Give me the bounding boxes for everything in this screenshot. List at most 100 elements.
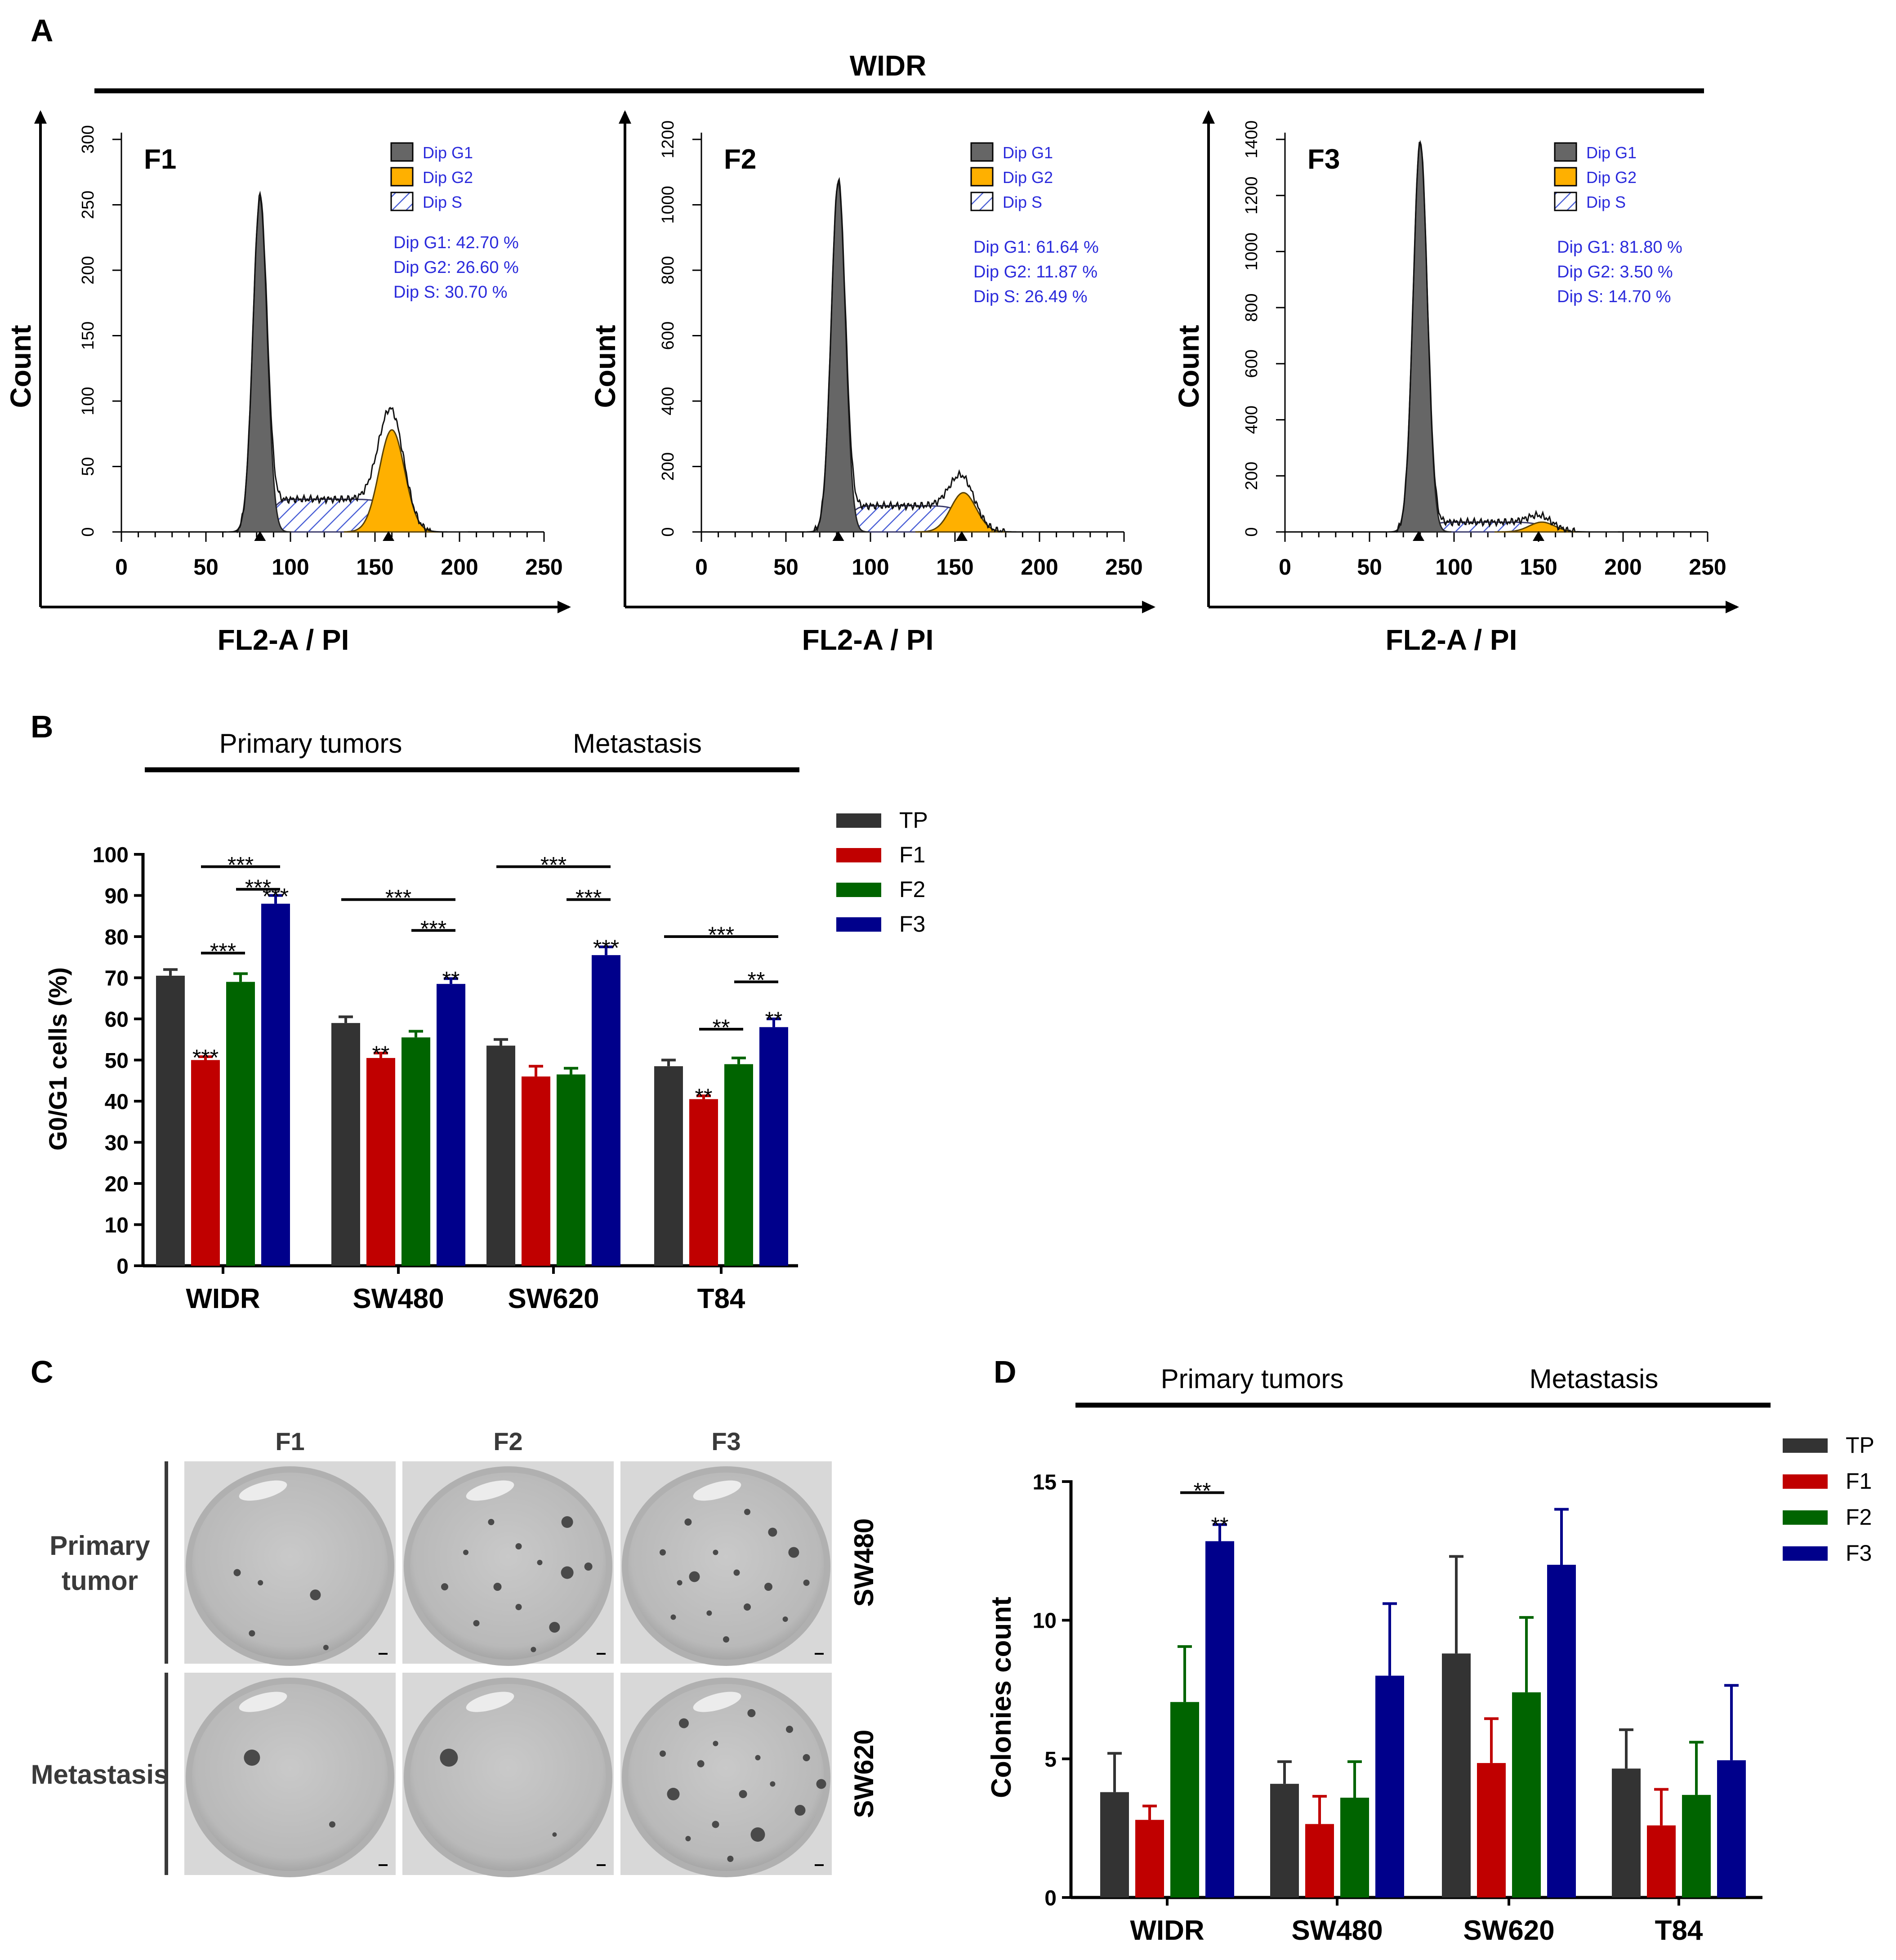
group-label: Metastasis: [1530, 1364, 1659, 1394]
legend-label: Dip G2: [423, 168, 473, 187]
colony: [440, 1749, 458, 1767]
bar-f3-sw480: [437, 984, 465, 1266]
bar-f2-sw480: [1340, 1798, 1369, 1897]
bar-f2-widr: [226, 982, 255, 1266]
y-tick-label: 100: [93, 843, 129, 867]
y-tick-label: 20: [105, 1172, 129, 1196]
legend-label: Dip S: [1003, 193, 1042, 211]
bracket-stars: **: [748, 968, 765, 993]
peak-marker: [1413, 531, 1425, 541]
bar-f2-sw620: [557, 1074, 585, 1266]
plate-image: [402, 1673, 614, 1877]
colony: [660, 1750, 666, 1757]
bar-f1-t84: [689, 1099, 718, 1266]
colony: [713, 1741, 718, 1746]
legend-label: Dip S: [1586, 193, 1626, 211]
y-tick-label: 0: [659, 527, 678, 536]
y-axis-title: Count: [589, 325, 621, 408]
y-tick-label: 600: [659, 321, 678, 350]
colony: [697, 1760, 705, 1768]
plot-label: F3: [1307, 144, 1340, 175]
group-label: Primary tumors: [1161, 1364, 1344, 1394]
legend-swatch: [390, 167, 414, 187]
legend-swatch: [1554, 192, 1577, 211]
stat-label: Dip S: 30.70 %: [393, 283, 507, 302]
histogram-f3: 0 200 400 600 800 1000 1200 1400 0 50 100 150 200 250…: [1173, 110, 1739, 656]
legend-swatch: [390, 192, 414, 211]
y-tick-label: 300: [79, 125, 98, 153]
legend-swatch-tp: [1783, 1438, 1828, 1453]
bar-f1-t84: [1647, 1825, 1676, 1897]
bracket-stars: ***: [420, 916, 446, 941]
y-axis-arrow: [1202, 110, 1215, 124]
category-label: T84: [1655, 1915, 1703, 1946]
colony: [764, 1583, 772, 1591]
bracket-stars: ***: [245, 875, 271, 900]
significance-stars: **: [695, 1084, 713, 1109]
x-tick-label: 200: [1604, 554, 1642, 580]
colony: [441, 1583, 448, 1590]
row-label: Primary: [49, 1531, 150, 1561]
bar-tp-sw620: [1442, 1653, 1471, 1897]
colony: [515, 1604, 522, 1610]
colony: [727, 1856, 734, 1862]
legend-label: F2: [1846, 1505, 1872, 1530]
significance-stars: **: [372, 1041, 390, 1067]
stat-label: Dip G2: 3.50 %: [1557, 263, 1673, 281]
x-tick-label: 50: [193, 554, 219, 580]
plate-well: [628, 1684, 824, 1871]
category-label: SW620: [1463, 1915, 1554, 1946]
colony: [685, 1836, 691, 1841]
bar-f1-sw480: [1305, 1824, 1334, 1897]
y-tick-label: 30: [105, 1131, 129, 1155]
legend-label: F3: [1846, 1540, 1872, 1566]
x-axis-arrow: [1142, 601, 1155, 613]
y-tick-label: 400: [659, 387, 678, 415]
bar-f3-sw620: [592, 955, 620, 1266]
stat-label: Dip G1: 61.64 %: [973, 238, 1099, 257]
x-tick-label: 150: [1520, 554, 1557, 580]
y-tick-label: 200: [659, 452, 678, 481]
colony: [750, 1827, 765, 1842]
x-tick-label: 0: [695, 554, 708, 580]
x-tick-label: 100: [852, 554, 889, 580]
colony: [706, 1610, 712, 1616]
colony: [561, 1516, 573, 1528]
panel-d-letter: D: [994, 1354, 1017, 1389]
plate-image: [184, 1461, 396, 1666]
bar-f2-t84: [1682, 1795, 1711, 1897]
category-label: WIDR: [1130, 1915, 1204, 1946]
colony: [660, 1549, 666, 1556]
legend-swatch: [970, 192, 994, 211]
bar-tp-t84: [654, 1066, 683, 1266]
peak-marker: [383, 531, 395, 541]
plate-well: [192, 1684, 388, 1871]
y-axis-arrow: [34, 110, 47, 124]
panel-b-bar-chart: 0 10 20 30 40 50 60 70 80 90 100 G0/G1 cells (%) WID…: [44, 728, 928, 1314]
y-tick-label: 200: [79, 256, 98, 284]
row-cell-line: SW620: [849, 1730, 879, 1818]
bar-tp-widr: [1100, 1792, 1129, 1897]
colony: [667, 1788, 680, 1800]
colony: [712, 1821, 719, 1828]
colony: [244, 1750, 260, 1766]
bar-f2-t84: [724, 1064, 753, 1266]
bar-tp-sw480: [331, 1023, 360, 1266]
bar-f2-sw620: [1512, 1692, 1541, 1897]
bar-f3-sw620: [1547, 1565, 1576, 1897]
panel-b-letter: B: [31, 709, 54, 744]
colony: [679, 1718, 689, 1728]
y-tick-label: 60: [105, 1008, 129, 1031]
y-tick-label: 100: [79, 387, 98, 415]
x-tick-label: 0: [1279, 554, 1291, 580]
x-tick-label: 250: [1105, 554, 1142, 580]
bracket-stars: ***: [210, 939, 236, 964]
colony: [755, 1755, 761, 1760]
x-tick-label: 50: [773, 554, 799, 580]
bar-f1-sw620: [522, 1076, 550, 1266]
bar-f2-widr: [1170, 1702, 1199, 1897]
colony: [733, 1569, 740, 1576]
y-tick-label: 90: [105, 884, 129, 908]
bar-f1-widr: [1135, 1820, 1164, 1897]
